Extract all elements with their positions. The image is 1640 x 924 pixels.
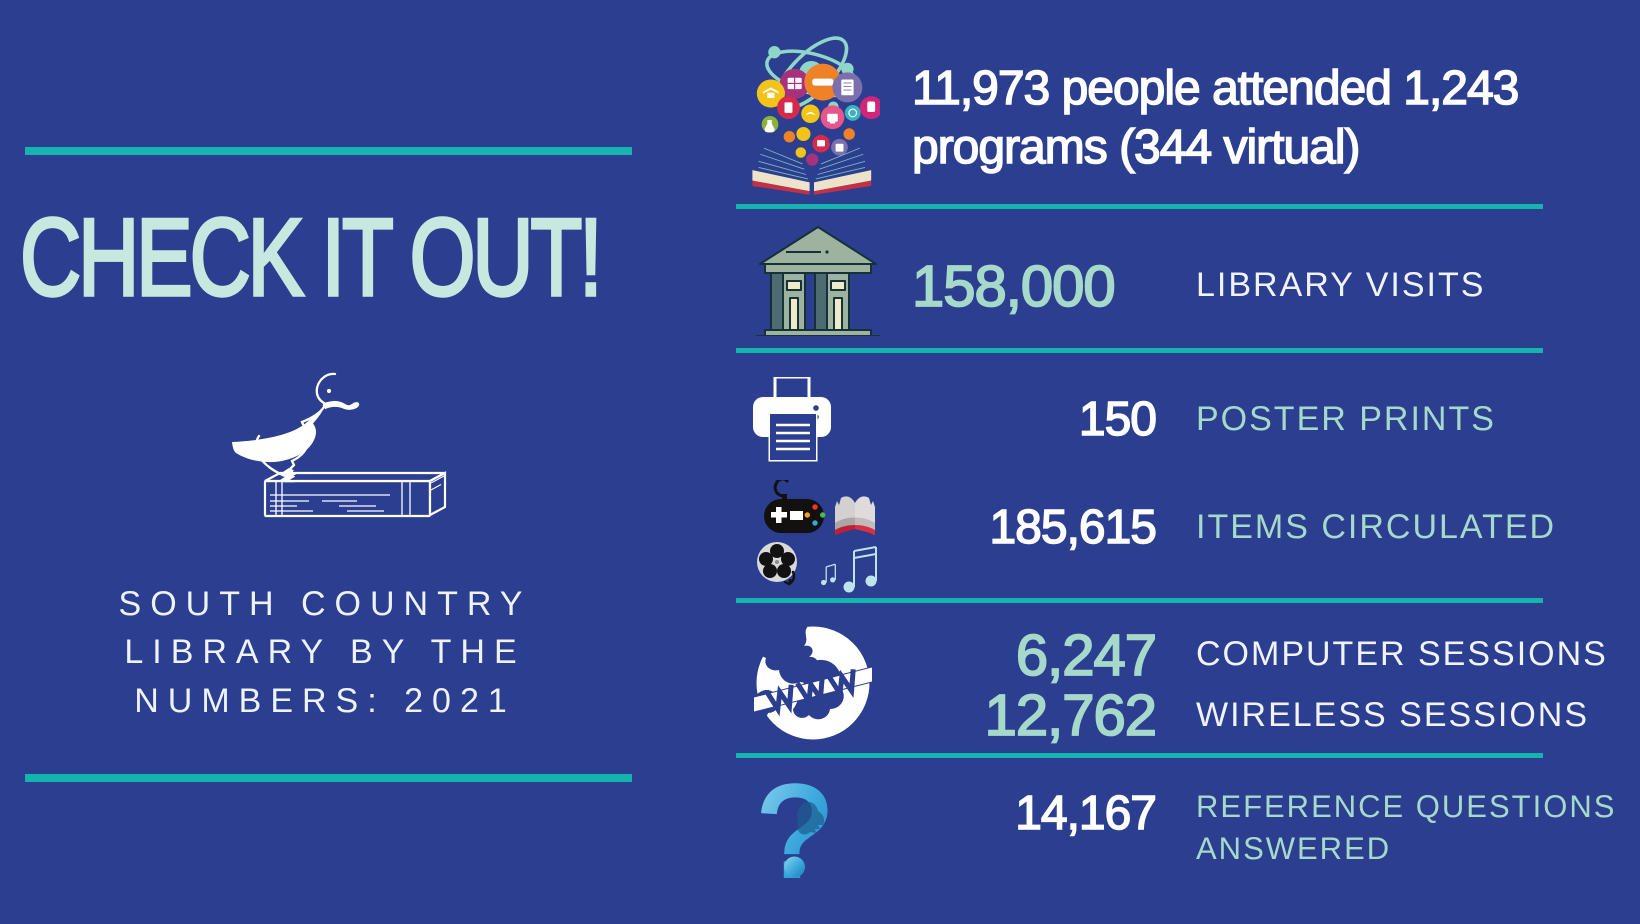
svg-text:?: ? [758, 776, 830, 904]
